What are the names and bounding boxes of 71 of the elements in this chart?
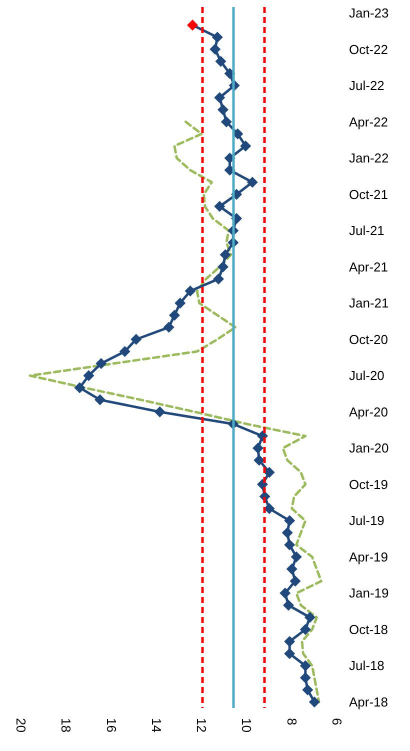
y-tick-label: Apr-21	[349, 259, 388, 274]
point	[174, 298, 186, 309]
point	[184, 286, 196, 297]
point	[220, 249, 231, 260]
point	[210, 44, 221, 55]
y-tick-label: Jul-18	[349, 658, 384, 674]
point	[130, 334, 142, 345]
point	[284, 515, 296, 526]
point	[163, 322, 174, 333]
point	[187, 20, 198, 31]
y-tick-label: Apr-19	[349, 549, 388, 564]
y-tick-label: Oct-19	[349, 476, 388, 492]
y-tick-label: Jan-21	[349, 296, 389, 311]
y-tick-label: Oct-20	[349, 332, 388, 347]
x-tick-label: 18	[58, 718, 74, 732]
point	[252, 442, 264, 454]
point	[168, 310, 180, 321]
x-tick-label: 16	[104, 718, 119, 732]
point	[212, 32, 223, 43]
point	[94, 394, 106, 406]
point	[215, 56, 226, 67]
point	[213, 273, 224, 284]
y-tick-label: Jan-19	[349, 586, 389, 601]
point	[300, 672, 311, 684]
y-tick-label: Jan-23	[349, 6, 389, 21]
point	[300, 624, 311, 635]
point	[290, 576, 301, 587]
x-tick-label: 6	[330, 718, 344, 726]
y-tick-label: Jan-20	[349, 440, 389, 456]
point	[282, 527, 293, 538]
point	[264, 466, 275, 478]
point	[214, 92, 226, 104]
point	[83, 370, 94, 382]
point	[286, 564, 298, 575]
y-tick-label: Apr-22	[349, 114, 388, 130]
y-tick-label: Jul-20	[349, 368, 384, 384]
y-tick-label: Jul-22	[349, 78, 384, 94]
y-tick-label: Jul-21	[349, 223, 384, 238]
point	[254, 454, 265, 466]
point	[308, 696, 320, 708]
point	[74, 382, 86, 394]
x-tick-label: 14	[148, 718, 164, 732]
x-tick-label: 20	[14, 718, 28, 732]
point	[280, 588, 291, 599]
x-tick-label: 10	[239, 718, 254, 732]
point	[218, 104, 229, 116]
point	[246, 176, 258, 188]
y-tick-label: Oct-18	[349, 622, 388, 637]
point	[284, 648, 296, 660]
point	[284, 539, 296, 550]
point	[304, 612, 316, 623]
x-tick-label: 8	[284, 718, 300, 726]
point	[284, 636, 296, 648]
y-tick-label: Oct-21	[349, 186, 388, 202]
point	[302, 684, 314, 696]
point	[96, 358, 107, 370]
y-tick-label: Jan-22	[349, 150, 389, 166]
y-tick-label: Apr-20	[349, 404, 388, 420]
point	[218, 261, 229, 272]
point	[282, 600, 294, 611]
point	[119, 346, 130, 357]
y-tick-label: Jul-19	[349, 513, 384, 528]
point	[154, 406, 166, 418]
point	[220, 116, 232, 128]
y-tick-label: Oct-22	[349, 42, 388, 57]
x-tick-label: 12	[194, 718, 210, 732]
point	[240, 140, 252, 152]
point	[300, 660, 311, 672]
y-tick-label: Apr-18	[349, 694, 388, 710]
point	[290, 551, 302, 562]
point	[214, 200, 226, 212]
